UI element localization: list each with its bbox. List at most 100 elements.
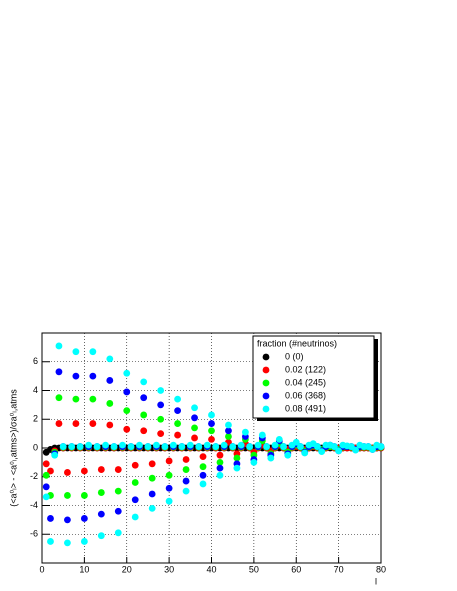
point	[64, 516, 71, 524]
point	[47, 515, 54, 522]
point	[191, 414, 198, 422]
point	[42, 493, 50, 501]
point	[369, 446, 376, 453]
point	[80, 538, 88, 545]
point	[42, 483, 50, 491]
point	[258, 431, 266, 439]
point	[131, 479, 139, 486]
point	[89, 420, 97, 427]
point	[114, 529, 122, 537]
point	[284, 451, 292, 459]
point	[59, 443, 67, 450]
point	[80, 515, 88, 522]
point	[182, 477, 190, 485]
point	[140, 411, 148, 419]
point	[212, 443, 220, 450]
point	[47, 538, 54, 545]
point	[233, 454, 241, 462]
point	[131, 513, 139, 521]
point	[64, 469, 71, 476]
y-tick-label: 2	[33, 414, 38, 424]
point	[157, 415, 165, 423]
point	[165, 457, 173, 465]
y-tick-label: 6	[33, 356, 38, 366]
point	[72, 372, 80, 380]
point	[208, 411, 215, 419]
legend-marker	[262, 353, 270, 361]
point	[72, 395, 80, 403]
point	[301, 449, 309, 457]
point	[131, 496, 139, 504]
point	[140, 394, 148, 402]
point	[106, 400, 114, 407]
point	[335, 447, 343, 455]
point	[199, 480, 207, 488]
point	[216, 458, 224, 466]
point	[263, 443, 270, 450]
point	[250, 458, 258, 466]
point	[292, 438, 300, 446]
point	[80, 467, 88, 475]
point	[191, 404, 198, 412]
point	[233, 464, 241, 472]
point	[42, 471, 50, 479]
x-tick-label: 50	[249, 564, 259, 574]
point	[97, 532, 105, 540]
y-tick-label: 0	[33, 442, 38, 452]
point	[119, 441, 126, 449]
point	[144, 443, 152, 450]
point	[85, 441, 93, 449]
point	[68, 443, 76, 450]
x-tick-label: 60	[291, 564, 301, 574]
point	[174, 431, 182, 439]
point	[275, 435, 283, 443]
point	[246, 443, 254, 450]
point	[242, 428, 249, 436]
point	[114, 507, 122, 515]
point	[169, 441, 177, 449]
point	[165, 497, 173, 505]
point	[64, 492, 71, 499]
point	[203, 441, 211, 449]
point	[76, 443, 84, 450]
point	[157, 387, 165, 394]
point	[148, 460, 156, 468]
point	[174, 420, 182, 427]
point	[330, 443, 338, 450]
point	[182, 487, 190, 495]
point	[148, 490, 156, 498]
point	[89, 395, 97, 403]
point	[140, 378, 148, 386]
point	[47, 467, 54, 475]
point	[80, 492, 88, 499]
point	[186, 441, 194, 449]
point	[237, 441, 245, 449]
point	[216, 451, 224, 459]
point	[148, 474, 156, 482]
y-tick-label: 4	[33, 385, 38, 395]
point	[97, 466, 105, 473]
point	[127, 443, 135, 450]
point	[208, 435, 215, 443]
x-tick-label: 70	[334, 564, 344, 574]
y-tick-label: -6	[30, 529, 38, 539]
point	[123, 369, 131, 377]
point	[178, 443, 186, 450]
x-tick-label: 30	[164, 564, 174, 574]
legend-label: 0.04 (245)	[285, 377, 326, 387]
point	[123, 407, 131, 415]
point	[72, 420, 80, 427]
legend-box	[252, 335, 375, 419]
x-tick-label: 80	[376, 564, 386, 574]
point	[123, 388, 131, 396]
legend-marker	[262, 379, 270, 387]
point	[114, 487, 122, 495]
x-tick-label: 20	[122, 564, 132, 574]
point	[51, 451, 59, 459]
y-axis-label: (<a⁰ₗ> - <a⁰ₗ,atms>)/σa⁰ₗ,atms	[8, 389, 18, 507]
point	[136, 441, 143, 449]
point	[64, 539, 71, 547]
point	[174, 395, 182, 403]
legend-label: 0.08 (491)	[285, 403, 326, 413]
point	[267, 454, 275, 462]
